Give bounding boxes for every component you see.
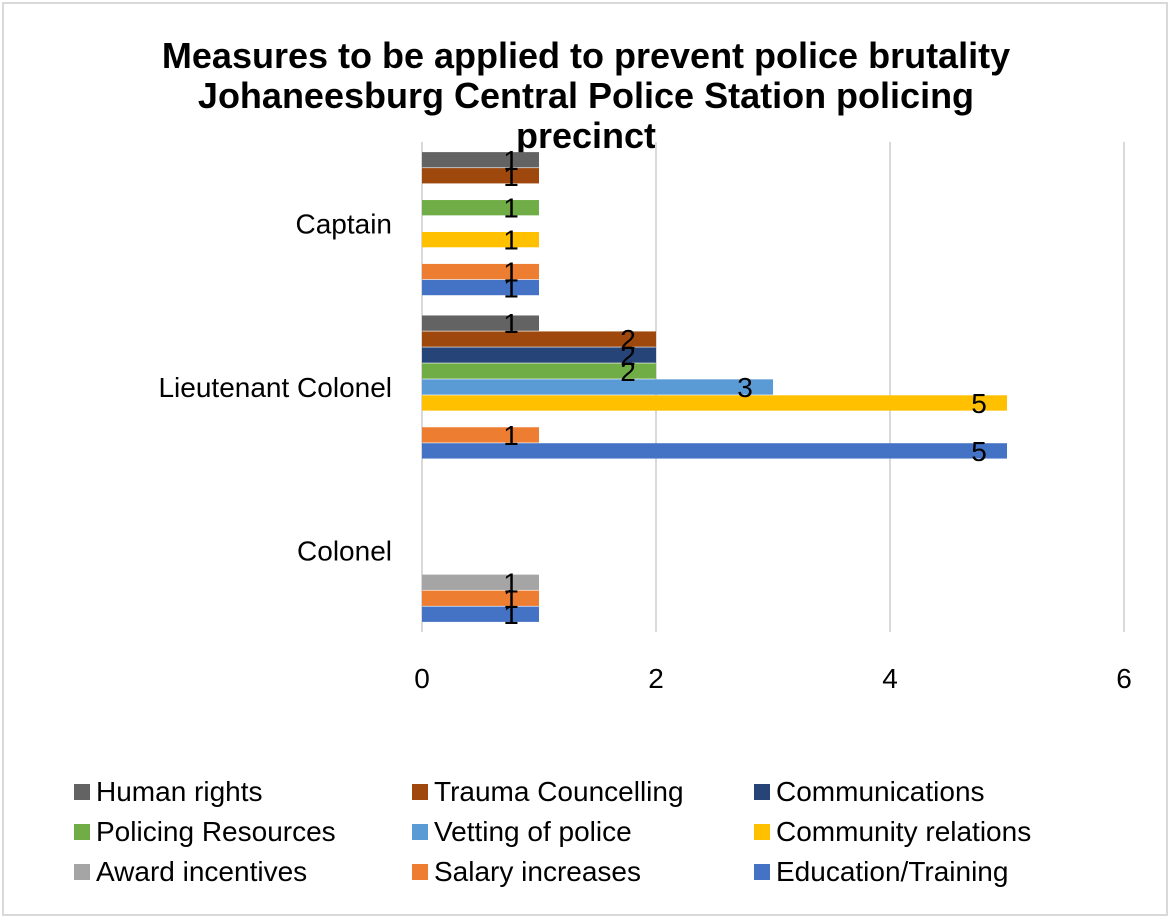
legend-item: Trauma Councelling <box>412 776 754 808</box>
legend-label: Salary increases <box>434 856 641 887</box>
bar <box>422 331 656 347</box>
bar <box>422 427 539 443</box>
legend-item: Education/Training <box>754 856 1144 888</box>
chart-title-line-1: Measures to be applied to prevent police… <box>161 35 1011 76</box>
bar <box>422 347 656 363</box>
bar <box>422 590 539 606</box>
data-label: 1 <box>503 583 519 614</box>
bar <box>422 200 539 216</box>
data-label: 1 <box>503 161 519 192</box>
bar <box>422 574 539 590</box>
chart-title-line-3: precinct <box>515 115 657 156</box>
legend-swatch <box>412 824 428 840</box>
bar <box>422 152 539 168</box>
bar <box>422 315 539 331</box>
legend-item: Award incentives <box>74 856 412 888</box>
x-tick-label: 0 <box>414 663 430 694</box>
legend-label: Community relations <box>776 816 1032 847</box>
data-label: 1 <box>503 567 519 598</box>
data-label: 5 <box>971 436 987 467</box>
data-label: 2 <box>620 340 636 371</box>
legend-label: Trauma Councelling <box>434 776 684 807</box>
data-label: 1 <box>503 257 519 288</box>
bar <box>422 363 656 379</box>
x-tick-label: 4 <box>882 663 898 694</box>
bar <box>422 279 539 296</box>
legend-label: Communications <box>776 776 985 807</box>
x-tick-label: 6 <box>1116 663 1132 694</box>
data-label: 2 <box>620 356 636 387</box>
chart-title: Measures to be applied to prevent police… <box>0 36 1172 156</box>
legend-item: Policing Resources <box>74 816 412 848</box>
legend-label: Human rights <box>96 776 263 807</box>
legend-item: Community relations <box>754 816 1144 848</box>
data-label: 3 <box>737 372 753 403</box>
legend-swatch <box>74 784 90 800</box>
legend-swatch <box>74 824 90 840</box>
x-tick-label: 2 <box>648 663 664 694</box>
data-label: 1 <box>503 599 519 630</box>
data-label: 1 <box>503 273 519 304</box>
bar <box>422 231 539 248</box>
legend-swatch <box>412 864 428 880</box>
legend-swatch <box>74 864 90 880</box>
bar <box>422 606 539 622</box>
category-label: Captain <box>295 209 392 240</box>
bar <box>422 379 773 395</box>
data-label: 1 <box>503 420 519 451</box>
legend-label: Award incentives <box>96 856 308 887</box>
bar <box>422 395 1007 411</box>
data-label: 1 <box>503 308 519 339</box>
legend-item: Vetting of police <box>412 816 754 848</box>
legend-label: Vetting of police <box>434 816 632 847</box>
legend-swatch <box>754 824 770 840</box>
category-label: Colonel <box>297 535 392 566</box>
bar <box>422 443 1007 459</box>
legend-item: Communications <box>754 776 1144 808</box>
legend-swatch <box>754 864 770 880</box>
data-label: 1 <box>503 225 519 256</box>
legend-swatch <box>754 784 770 800</box>
bar <box>422 168 539 184</box>
legend-label: Policing Resources <box>96 816 336 847</box>
data-label: 5 <box>971 388 987 419</box>
chart-title-line-2: Johaneesburg Central Police Station poli… <box>197 75 975 116</box>
data-label: 2 <box>620 324 636 355</box>
bar <box>422 263 539 280</box>
legend-item: Salary increases <box>412 856 754 888</box>
category-label: Lieutenant Colonel <box>158 372 392 403</box>
data-label: 1 <box>503 193 519 224</box>
legend: Human rights Trauma Councelling Communicat… <box>74 776 1144 888</box>
legend-swatch <box>412 784 428 800</box>
legend-item: Human rights <box>74 776 412 808</box>
data-label: 1 <box>503 145 519 176</box>
legend-label: Education/Training <box>776 856 1009 887</box>
